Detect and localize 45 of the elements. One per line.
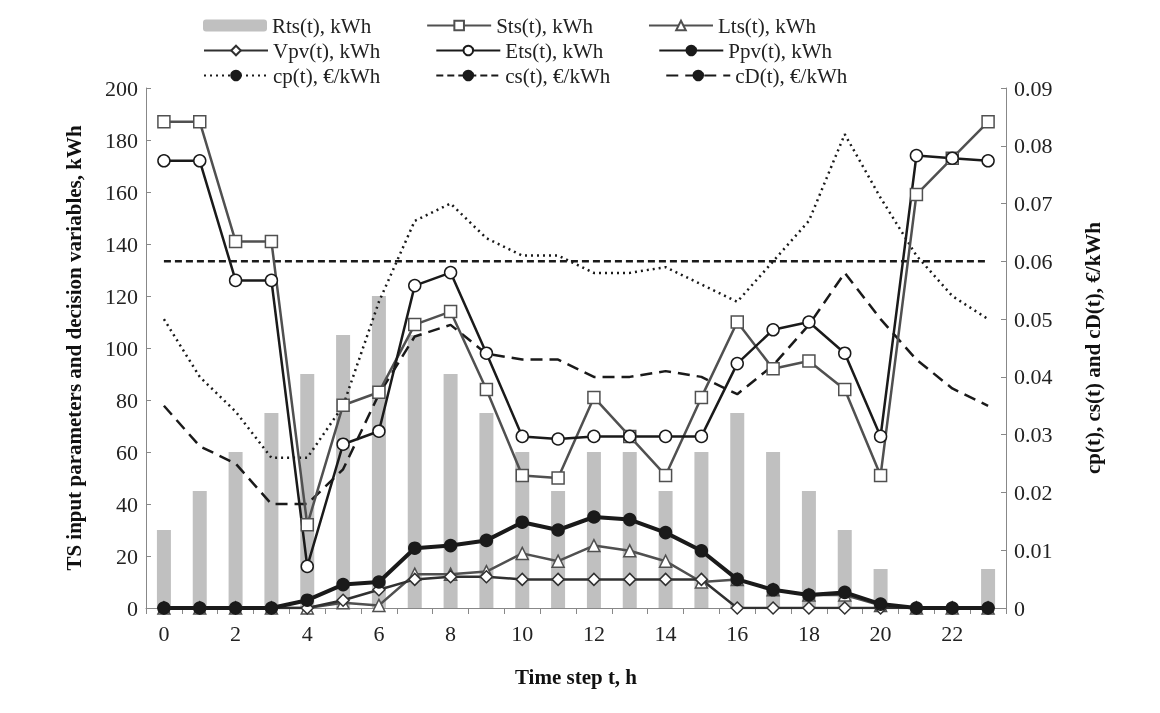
legend-label: Sts(t), kWh (496, 13, 594, 38)
x-tick-label: 12 (582, 620, 605, 646)
legend-label: Lts(t), kWh (717, 13, 817, 38)
y-tick-label: 80 (116, 387, 138, 413)
y2-tick-label: 0.02 (1014, 479, 1053, 505)
legend-label: Rts(t), kWh (272, 13, 372, 38)
x-tick-label: 10 (511, 620, 534, 646)
x-tick-label: 6 (373, 620, 385, 646)
y-axis-title: TS input parameters and decision variables, kWh (61, 125, 86, 571)
y2-tick-label: 0.08 (1014, 133, 1053, 159)
x-tick-label: 4 (301, 620, 313, 646)
y2-tick-label: 0.06 (1014, 248, 1053, 274)
y-tick-label: 120 (105, 283, 138, 309)
x-tick-label: 2 (230, 620, 242, 646)
y2-tick-label: 0.01 (1014, 537, 1053, 563)
x-tick-label: 0 (158, 620, 170, 646)
x-tick-label: 8 (445, 620, 457, 646)
x-tick-label: 18 (797, 620, 820, 646)
y-tick-label: 60 (116, 439, 138, 465)
legend-label: Ppv(t), kWh (728, 38, 833, 63)
y2-tick-label: 0 (1014, 595, 1025, 621)
x-tick-label: 20 (869, 620, 892, 646)
legend-label: Ets(t), kWh (505, 38, 604, 63)
legend-label: cp(t), €/kWh (273, 63, 381, 88)
legend-label: cD(t), €/kWh (735, 63, 848, 88)
y2-tick-label: 0.04 (1014, 364, 1053, 390)
x-tick-label: 16 (726, 620, 749, 646)
y-tick-label: 200 (105, 75, 138, 101)
x-tick-label: 14 (654, 620, 677, 646)
y2-axis-title: cp(t), cs(t) and cD(t), €/kWh (1080, 221, 1105, 474)
y-tick-label: 100 (105, 335, 138, 361)
y-tick-label: 0 (127, 595, 138, 621)
x-tick-label: 22 (941, 620, 964, 646)
y2-tick-label: 0.03 (1014, 422, 1053, 448)
y-tick-label: 140 (105, 231, 138, 257)
legend-label: cs(t), €/kWh (505, 63, 611, 88)
legend-label: Vpv(t), kWh (273, 38, 381, 63)
y-tick-label: 20 (116, 543, 138, 569)
y-tick-label: 180 (105, 127, 138, 153)
x-axis-title: Time step t, h (514, 664, 638, 689)
y-tick-label: 40 (116, 491, 138, 517)
y2-tick-label: 0.07 (1014, 191, 1053, 217)
y2-tick-label: 0.05 (1014, 306, 1053, 332)
y-tick-label: 160 (105, 179, 138, 205)
y2-tick-label: 0.09 (1014, 75, 1053, 101)
